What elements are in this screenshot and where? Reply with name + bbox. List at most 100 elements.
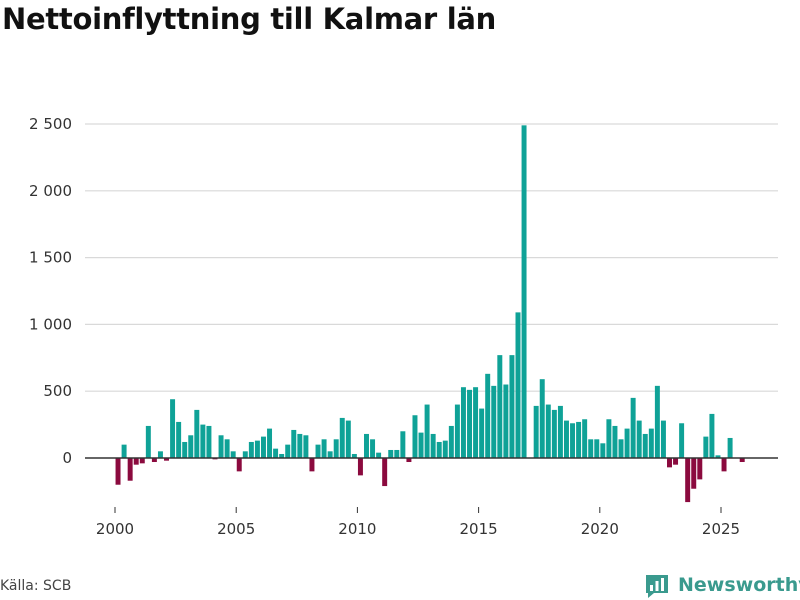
bar [115, 458, 121, 485]
bar [533, 405, 539, 458]
bar [273, 448, 279, 458]
bar [157, 451, 163, 458]
bar [485, 373, 491, 458]
bar [236, 458, 242, 472]
bar [545, 404, 551, 458]
bar [200, 424, 206, 458]
bar [376, 452, 382, 458]
bar [133, 458, 139, 465]
bar [685, 458, 691, 503]
bar [582, 419, 588, 458]
bar [521, 125, 527, 458]
y-tick-label: 1 000 [29, 315, 72, 333]
bar [600, 443, 606, 458]
bar [612, 425, 618, 458]
bar [467, 389, 472, 458]
x-tick-label: 2005 [217, 520, 255, 538]
bar [345, 420, 351, 458]
bar [254, 440, 260, 458]
bar [242, 451, 248, 458]
bar [139, 458, 145, 464]
bar [279, 453, 285, 458]
bar [370, 439, 376, 458]
x-tick-label: 2015 [460, 520, 498, 538]
bar [151, 458, 157, 463]
bar [630, 397, 636, 458]
bar [218, 435, 224, 458]
bar [497, 355, 503, 458]
bar [121, 444, 127, 458]
bar [194, 409, 200, 458]
bar [351, 453, 357, 458]
bar [588, 439, 594, 458]
bar [303, 435, 309, 458]
bar [606, 419, 612, 458]
bar [188, 435, 194, 458]
y-tick-label: 2 500 [29, 115, 72, 133]
bar [715, 455, 721, 458]
bar [364, 433, 369, 458]
bar [248, 441, 254, 458]
bar [170, 399, 176, 458]
bar [315, 444, 321, 458]
bar [454, 404, 460, 458]
bar [636, 420, 642, 458]
bar [691, 458, 697, 489]
bar [503, 384, 509, 458]
bar [145, 425, 151, 458]
bar [297, 433, 303, 458]
bar [309, 458, 315, 472]
bar [291, 429, 297, 458]
bar [509, 355, 515, 458]
y-tick-label: 500 [43, 382, 72, 400]
bar [491, 385, 497, 458]
bar [576, 421, 582, 458]
bar [230, 451, 236, 458]
bar [673, 458, 679, 465]
bar [563, 420, 569, 458]
bar [448, 425, 454, 458]
bar [624, 428, 630, 458]
source-note: Källa: SCB [0, 578, 72, 594]
bar [339, 417, 345, 458]
brand-logo[interactable]: Newsworthy [644, 570, 800, 600]
bar [660, 420, 666, 458]
bar [260, 436, 266, 458]
bar [224, 439, 230, 458]
x-tick-label: 2020 [581, 520, 619, 538]
x-tick-label: 2025 [702, 520, 740, 538]
bar [648, 428, 654, 458]
bar [333, 439, 339, 458]
chart-title: Nettoinflyttning till Kalmar län [2, 2, 496, 36]
bar [400, 431, 406, 458]
bar [679, 423, 685, 458]
bar [206, 425, 212, 458]
bar [703, 436, 709, 458]
bar [285, 444, 291, 458]
bar [388, 449, 394, 458]
bar [594, 439, 600, 458]
bar [460, 387, 466, 458]
x-tick-label: 2000 [96, 520, 134, 538]
bar [551, 409, 557, 458]
bar [436, 441, 442, 458]
bar [182, 441, 188, 458]
bar [267, 428, 273, 458]
bar [515, 312, 521, 458]
bar [667, 458, 672, 468]
bar [394, 449, 400, 458]
bar [382, 458, 388, 487]
bars [115, 125, 745, 503]
bar [127, 458, 133, 481]
bar [739, 458, 745, 463]
bar [424, 404, 430, 458]
y-tick-label: 1 500 [29, 249, 72, 267]
bar [430, 433, 436, 458]
bar [418, 432, 424, 458]
gridlines [85, 123, 778, 392]
bar [709, 413, 715, 458]
bar [357, 458, 363, 476]
bar [321, 439, 327, 458]
bar [642, 433, 648, 458]
